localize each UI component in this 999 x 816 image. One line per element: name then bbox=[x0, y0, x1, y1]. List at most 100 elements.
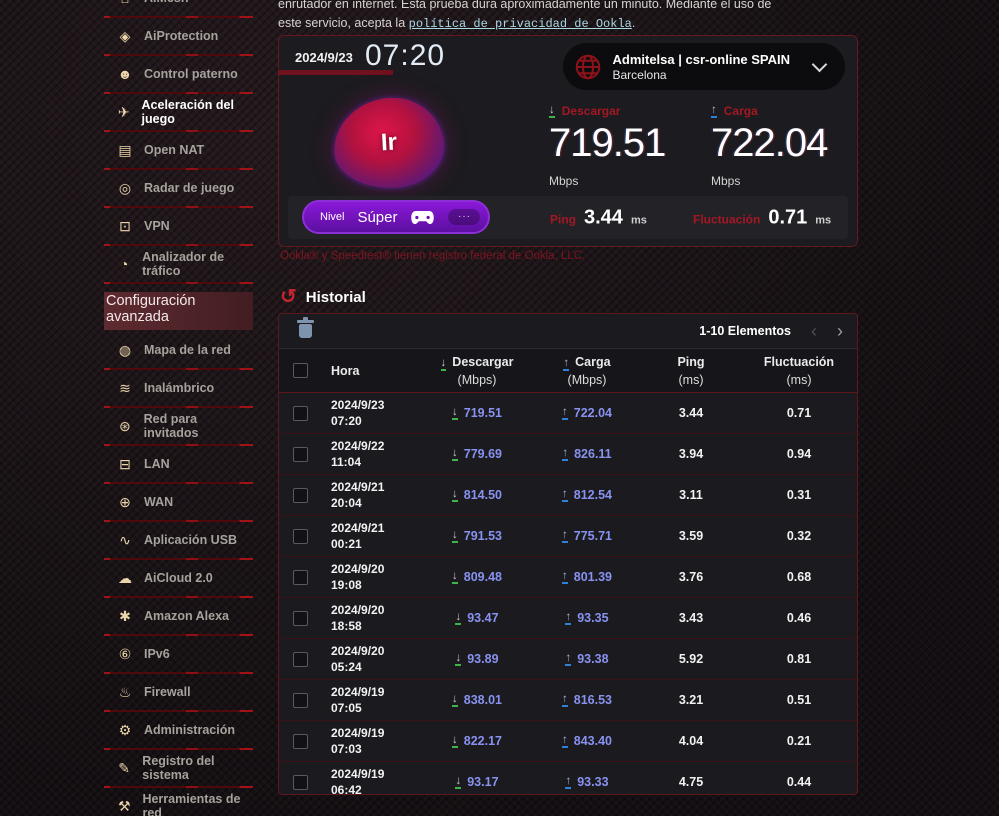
ookla-privacy-link[interactable]: política de privacidad de Ookla bbox=[408, 17, 632, 31]
row-checkbox[interactable] bbox=[292, 528, 308, 544]
row-checkbox[interactable] bbox=[292, 733, 308, 749]
table-row: 2024/9/22 11:04 ↓ 779.69 ↑ 826.11 3.94 0.94 bbox=[279, 433, 857, 474]
row-checkbox[interactable] bbox=[292, 774, 308, 790]
row-date: 2024/9/19 bbox=[331, 726, 385, 740]
sidebar-item-lan[interactable]: ⊟ LAN bbox=[104, 446, 253, 482]
sidebar-item-aicloud-2-0[interactable]: ☁ AiCloud 2.0 bbox=[104, 560, 253, 596]
sidebar-item-aimesh[interactable]: ⌂ AiMesh bbox=[104, 0, 253, 16]
row-jitter-value: 0.21 bbox=[786, 734, 812, 748]
upload-label: Carga bbox=[723, 104, 758, 118]
alexa-icon: ✱ bbox=[119, 608, 131, 624]
gamepad-icon bbox=[411, 210, 435, 224]
row-checkbox[interactable] bbox=[292, 692, 308, 708]
select-all-checkbox[interactable] bbox=[292, 363, 308, 378]
row-checkbox[interactable] bbox=[292, 487, 308, 503]
row-upload-value: 826.11 bbox=[574, 447, 612, 461]
sidebar-item-aplicacion-usb[interactable]: ∿ Aplicación USB bbox=[104, 522, 253, 558]
sidebar-separator bbox=[104, 92, 253, 94]
row-checkbox[interactable] bbox=[292, 405, 308, 421]
pagination-next-button[interactable]: › bbox=[837, 321, 843, 341]
sidebar-item-wan[interactable]: ⊕ WAN bbox=[104, 484, 253, 520]
sidebar-item-red-para-invitados[interactable]: ⊛ Red para invitados bbox=[104, 408, 253, 444]
row-checkbox[interactable] bbox=[292, 569, 308, 585]
row-upload-link[interactable]: ↑ 93.38 bbox=[533, 652, 641, 666]
sidebar-separator bbox=[104, 406, 253, 408]
row-checkbox[interactable] bbox=[292, 446, 308, 462]
sidebar-item-label: IPv6 bbox=[144, 647, 170, 661]
sidebar-item-label: Aplicación USB bbox=[144, 533, 238, 547]
row-time: 05:24 bbox=[331, 660, 362, 674]
sidebar-item-herramientas-de-red[interactable]: ⚒ Herramientas de red bbox=[104, 788, 253, 816]
row-download-link[interactable]: ↓ 93.17 bbox=[421, 775, 533, 789]
sidebar-item-open-nat[interactable]: ▤ Open NAT bbox=[104, 132, 253, 168]
intro-line2-suffix: . bbox=[631, 16, 636, 30]
isp-name: Admitelsa | csr-online SPAIN bbox=[612, 51, 791, 67]
row-download-link[interactable]: ↓ 791.53 bbox=[421, 529, 533, 543]
guest-network-icon: ⊛ bbox=[118, 418, 131, 434]
sidebar-item-aceleracion-del-juego[interactable]: ✈ Aceleración del juego bbox=[104, 94, 253, 130]
row-download-link[interactable]: ↓ 838.01 bbox=[421, 693, 533, 707]
sidebar-item-administracion[interactable]: ⚙ Administración bbox=[104, 712, 253, 748]
table-row: 2024/9/21 00:21 ↓ 791.53 ↑ 775.71 3.59 0.32 bbox=[279, 515, 857, 556]
go-blob-label: Ir bbox=[380, 128, 398, 157]
row-upload-link[interactable]: ↑ 93.35 bbox=[533, 611, 641, 625]
row-date: 2024/9/22 bbox=[331, 439, 385, 453]
column-header-fluctuacion: Fluctuación (ms) bbox=[741, 353, 857, 389]
sidebar-item-radar-de-juego[interactable]: ◎ Radar de juego bbox=[104, 170, 253, 206]
sidebar-item-control-paterno[interactable]: ☻ Control paterno bbox=[104, 56, 253, 92]
level-badge[interactable]: Nivel Súper ··· bbox=[302, 200, 491, 234]
table-row: 2024/9/19 07:03 ↓ 822.17 ↑ 843.40 4.04 0.21 bbox=[279, 720, 857, 761]
cloud-icon: ☁ bbox=[118, 570, 132, 586]
sidebar-item-label: Radar de juego bbox=[144, 181, 235, 195]
sidebar-separator bbox=[104, 368, 253, 370]
sidebar-item-firewall[interactable]: ♨ Firewall bbox=[104, 674, 253, 710]
ping-value: 3.44 bbox=[584, 206, 623, 228]
row-download-link[interactable]: ↓ 814.50 bbox=[421, 488, 533, 502]
sidebar-separator bbox=[104, 558, 253, 560]
row-upload-value: 801.39 bbox=[573, 570, 612, 584]
sidebar-separator bbox=[104, 672, 253, 674]
up-arrow-icon: ↑ bbox=[562, 733, 568, 748]
vpn-icon: ⊡ bbox=[119, 218, 131, 234]
row-download-link[interactable]: ↓ 809.48 bbox=[421, 570, 533, 584]
isp-selector[interactable]: Admitelsa | csr-online SPAIN Barcelona bbox=[562, 43, 845, 90]
sidebar-item-analizador-de-trafico[interactable]: ◔ Analizador de tráfico bbox=[104, 246, 253, 282]
pagination-prev-button[interactable]: ‹ bbox=[811, 321, 817, 341]
upload-result: ↑ Carga 722.04 Mbps bbox=[711, 104, 828, 188]
row-download-link[interactable]: ↓ 719.51 bbox=[421, 406, 533, 420]
row-checkbox[interactable] bbox=[292, 610, 308, 626]
row-upload-link[interactable]: ↑ 812.54 bbox=[533, 488, 641, 502]
sidebar-separator bbox=[104, 786, 253, 788]
column-header-ping: Ping (ms) bbox=[641, 353, 741, 389]
row-upload-link[interactable]: ↑ 775.71 bbox=[533, 529, 641, 543]
sidebar-item-mapa-de-la-red[interactable]: ◍ Mapa de la red bbox=[104, 332, 253, 368]
trash-icon[interactable] bbox=[297, 317, 314, 338]
level-more-button[interactable]: ··· bbox=[448, 209, 481, 225]
row-date: 2024/9/21 bbox=[331, 521, 385, 535]
row-download-value: 809.48 bbox=[463, 570, 502, 584]
row-upload-link[interactable]: ↑ 816.53 bbox=[533, 693, 641, 707]
sidebar-item-aiprotection[interactable]: ◈ AiProtection bbox=[104, 18, 253, 54]
row-upload-link[interactable]: ↑ 843.40 bbox=[533, 734, 641, 748]
row-upload-link[interactable]: ↑ 801.39 bbox=[533, 570, 641, 584]
row-ping-value: 3.11 bbox=[679, 488, 703, 502]
row-upload-link[interactable]: ↑ 722.04 bbox=[533, 406, 641, 420]
sidebar-item-amazon-alexa[interactable]: ✱ Amazon Alexa bbox=[104, 598, 253, 634]
row-date: 2024/9/19 bbox=[331, 767, 385, 781]
down-arrow-icon: ↓ bbox=[455, 774, 462, 789]
row-download-link[interactable]: ↓ 93.89 bbox=[421, 652, 533, 666]
row-download-link[interactable]: ↓ 779.69 bbox=[421, 447, 533, 461]
down-arrow-icon: ↓ bbox=[440, 356, 447, 371]
sidebar-item-registro-del-sistema[interactable]: ✎ Registro del sistema bbox=[104, 750, 253, 786]
sidebar-item-inalambrico[interactable]: ≋ Inalámbrico bbox=[104, 370, 253, 406]
row-download-link[interactable]: ↓ 822.17 bbox=[421, 734, 533, 748]
row-download-link[interactable]: ↓ 93.47 bbox=[421, 611, 533, 625]
speedtest-go-blob[interactable]: Ir bbox=[331, 95, 447, 191]
row-upload-link[interactable]: ↑ 826.11 bbox=[533, 447, 641, 461]
sidebar-item-vpn[interactable]: ⊡ VPN bbox=[104, 208, 253, 244]
up-arrow-icon: ↑ bbox=[562, 487, 568, 502]
row-checkbox[interactable] bbox=[292, 651, 308, 667]
row-upload-link[interactable]: ↑ 93.33 bbox=[533, 775, 641, 789]
sidebar-item-ipv6[interactable]: ⑥ IPv6 bbox=[104, 636, 253, 672]
